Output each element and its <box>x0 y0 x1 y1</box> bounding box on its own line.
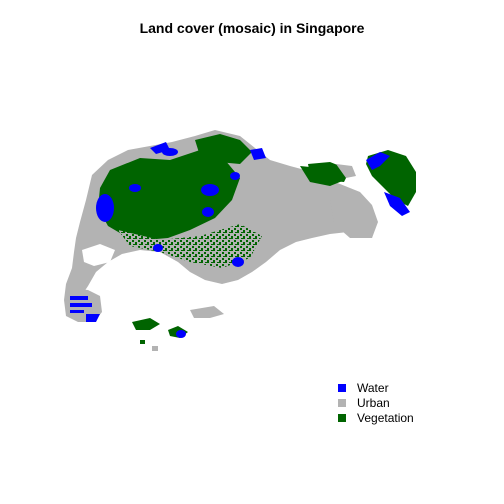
southern-islet-2 <box>140 340 145 344</box>
southern-water <box>176 330 186 338</box>
southern-island-1 <box>190 306 224 318</box>
legend-label-urban: Urban <box>357 395 390 410</box>
vegetation-texture <box>118 224 262 268</box>
map-title: Land cover (mosaic) in Singapore <box>139 20 365 36</box>
legend: Water Urban Vegetation <box>338 380 414 425</box>
north-water-2 <box>250 148 266 160</box>
sentosa <box>132 318 160 330</box>
legend-swatch-urban <box>338 398 346 407</box>
reservoir-8 <box>232 257 244 267</box>
legend-item-water: Water <box>338 380 414 395</box>
reservoir-3 <box>201 184 219 196</box>
legend-label-water: Water <box>357 380 389 395</box>
tekong-water <box>366 152 390 170</box>
reservoir-4 <box>202 207 214 217</box>
reservoir-1 <box>96 194 114 222</box>
south-harbour <box>96 262 190 300</box>
jurong-water-3 <box>70 310 84 313</box>
legend-item-vegetation: Vegetation <box>338 410 414 425</box>
reservoir-2 <box>129 184 141 192</box>
legend-item-urban: Urban <box>338 395 414 410</box>
southern-islet <box>152 346 158 351</box>
reservoir-7 <box>153 244 163 252</box>
east-coast <box>330 200 376 238</box>
legend-swatch-vegetation <box>338 413 346 422</box>
legend-swatch-water <box>338 383 346 392</box>
vegetation-central <box>98 150 240 240</box>
vegetation-north <box>195 134 252 164</box>
jurong-water-1 <box>70 296 88 300</box>
jurong-water-2 <box>70 303 92 307</box>
ubin-grey <box>336 164 356 178</box>
west-bay <box>82 244 115 266</box>
jurong-water-4 <box>86 314 100 322</box>
tekong-reclaim <box>384 192 410 216</box>
north-water-1 <box>150 142 170 154</box>
reservoir-6 <box>230 172 240 180</box>
legend-label-vegetation: Vegetation <box>357 410 414 425</box>
